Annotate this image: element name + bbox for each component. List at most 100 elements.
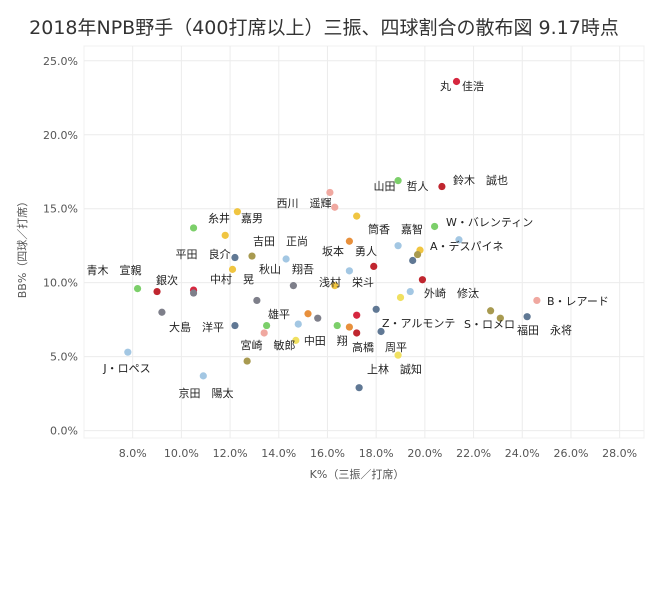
data-point bbox=[289, 282, 297, 290]
data-point bbox=[158, 308, 166, 316]
data-point bbox=[304, 310, 312, 318]
data-point bbox=[409, 256, 417, 265]
data-point bbox=[377, 327, 385, 336]
point-label: 山田 哲人 bbox=[374, 180, 429, 193]
point-label: 大島 洋平 bbox=[169, 320, 224, 334]
point-label: 糸井 嘉男 bbox=[208, 211, 263, 225]
point-label: J・ロペス bbox=[102, 362, 150, 375]
data-point bbox=[345, 323, 353, 331]
tick-labels: 8.0% 10.0% 12.0% 14.0% 16.0% 18.0% 20.0% 22.0% 2… bbox=[43, 55, 637, 460]
data-point bbox=[260, 329, 268, 337]
data-point bbox=[282, 255, 290, 263]
data-point bbox=[228, 265, 237, 273]
data-point bbox=[243, 357, 251, 365]
point-label: Z・アルモンテ bbox=[382, 317, 455, 330]
data-point bbox=[355, 384, 363, 392]
point-label: 青木 宣親 bbox=[87, 263, 142, 277]
y-tick-label: 25.0% bbox=[43, 55, 78, 68]
data-point bbox=[353, 311, 361, 319]
data-point bbox=[294, 320, 302, 328]
point-label: 銀次 bbox=[156, 273, 178, 287]
x-tick-label: 14.0% bbox=[261, 447, 296, 460]
point-label: 丸 佳浩 bbox=[440, 79, 484, 93]
x-tick-label: 22.0% bbox=[456, 447, 491, 460]
data-points bbox=[124, 77, 541, 392]
point-label: 京田 陽太 bbox=[179, 386, 234, 400]
data-point bbox=[133, 284, 142, 293]
x-tick-label: 18.0% bbox=[359, 447, 394, 460]
data-point bbox=[326, 188, 334, 197]
point-label: 吉田 正尚 bbox=[253, 234, 308, 248]
data-point bbox=[487, 307, 495, 315]
x-tick-label: 26.0% bbox=[553, 447, 588, 460]
point-label: 雄平 bbox=[268, 307, 290, 321]
point-label: 坂本 勇人 bbox=[322, 244, 377, 258]
data-point bbox=[189, 224, 198, 232]
data-point bbox=[263, 321, 271, 330]
x-tick-label: 8.0% bbox=[119, 447, 147, 460]
x-tick-label: 20.0% bbox=[407, 447, 442, 460]
data-point bbox=[431, 222, 439, 231]
chart-title: 2018年NPB野手（400打席以上）三振、四球割合の散布図 9.17時点 bbox=[29, 17, 619, 39]
data-point bbox=[345, 237, 353, 245]
data-point bbox=[253, 296, 261, 305]
data-point bbox=[396, 293, 405, 302]
data-point bbox=[455, 236, 463, 244]
data-point bbox=[533, 296, 541, 305]
point-label: B・レアード bbox=[547, 295, 609, 308]
data-point bbox=[413, 250, 422, 259]
y-tick-label: 20.0% bbox=[43, 129, 78, 142]
data-point bbox=[394, 177, 402, 185]
data-point bbox=[231, 253, 239, 262]
point-label: W・バレンティン bbox=[446, 216, 533, 229]
point-label: 平田 良介 bbox=[176, 247, 231, 261]
point-label: 宮崎 敏郎 bbox=[241, 338, 296, 352]
data-point bbox=[372, 305, 380, 313]
data-point bbox=[221, 231, 229, 239]
point-label: 中田 翔 bbox=[304, 333, 348, 347]
data-point bbox=[199, 372, 207, 380]
data-point bbox=[418, 276, 427, 284]
data-point bbox=[124, 348, 132, 356]
point-label: 秋山 翔吾 bbox=[259, 262, 314, 276]
y-tick-label: 10.0% bbox=[43, 277, 78, 290]
data-point bbox=[394, 351, 402, 359]
point-label: 高橋 周平 bbox=[352, 340, 407, 354]
data-point bbox=[353, 329, 361, 337]
data-point bbox=[292, 336, 300, 344]
data-point bbox=[345, 267, 353, 275]
data-point bbox=[189, 289, 198, 297]
point-label: S・ロメロ bbox=[464, 318, 515, 331]
y-axis-title: BB%（四球／打席） bbox=[15, 196, 29, 299]
y-tick-label: 0.0% bbox=[50, 425, 78, 438]
point-label: 上林 誠知 bbox=[367, 362, 422, 376]
x-tick-label: 28.0% bbox=[602, 447, 637, 460]
data-point bbox=[331, 203, 339, 211]
point-label: 中村 晃 bbox=[210, 272, 254, 286]
point-label: 福田 永将 bbox=[517, 323, 572, 337]
y-tick-label: 5.0% bbox=[50, 351, 78, 364]
x-tick-label: 12.0% bbox=[213, 447, 248, 460]
data-point bbox=[153, 287, 161, 296]
point-label: 浅村 栄斗 bbox=[319, 275, 374, 289]
data-point bbox=[496, 314, 504, 322]
data-point bbox=[370, 262, 378, 271]
x-tick-label: 10.0% bbox=[164, 447, 199, 460]
x-tick-label: 24.0% bbox=[505, 447, 540, 460]
point-label: 外崎 修汰 bbox=[424, 286, 479, 300]
point-label: 西川 遥輝 bbox=[277, 197, 332, 210]
data-point bbox=[394, 242, 402, 250]
data-point bbox=[438, 182, 446, 191]
x-tick-label: 16.0% bbox=[310, 447, 345, 460]
x-axis-title: K%（三振／打席） bbox=[310, 467, 405, 481]
data-point bbox=[353, 212, 361, 220]
data-point bbox=[314, 314, 322, 322]
data-point bbox=[233, 208, 241, 216]
y-tick-label: 15.0% bbox=[43, 203, 78, 216]
data-point bbox=[333, 321, 341, 330]
data-point bbox=[523, 313, 531, 321]
data-point bbox=[452, 77, 461, 86]
grid-layer bbox=[83, 45, 645, 439]
